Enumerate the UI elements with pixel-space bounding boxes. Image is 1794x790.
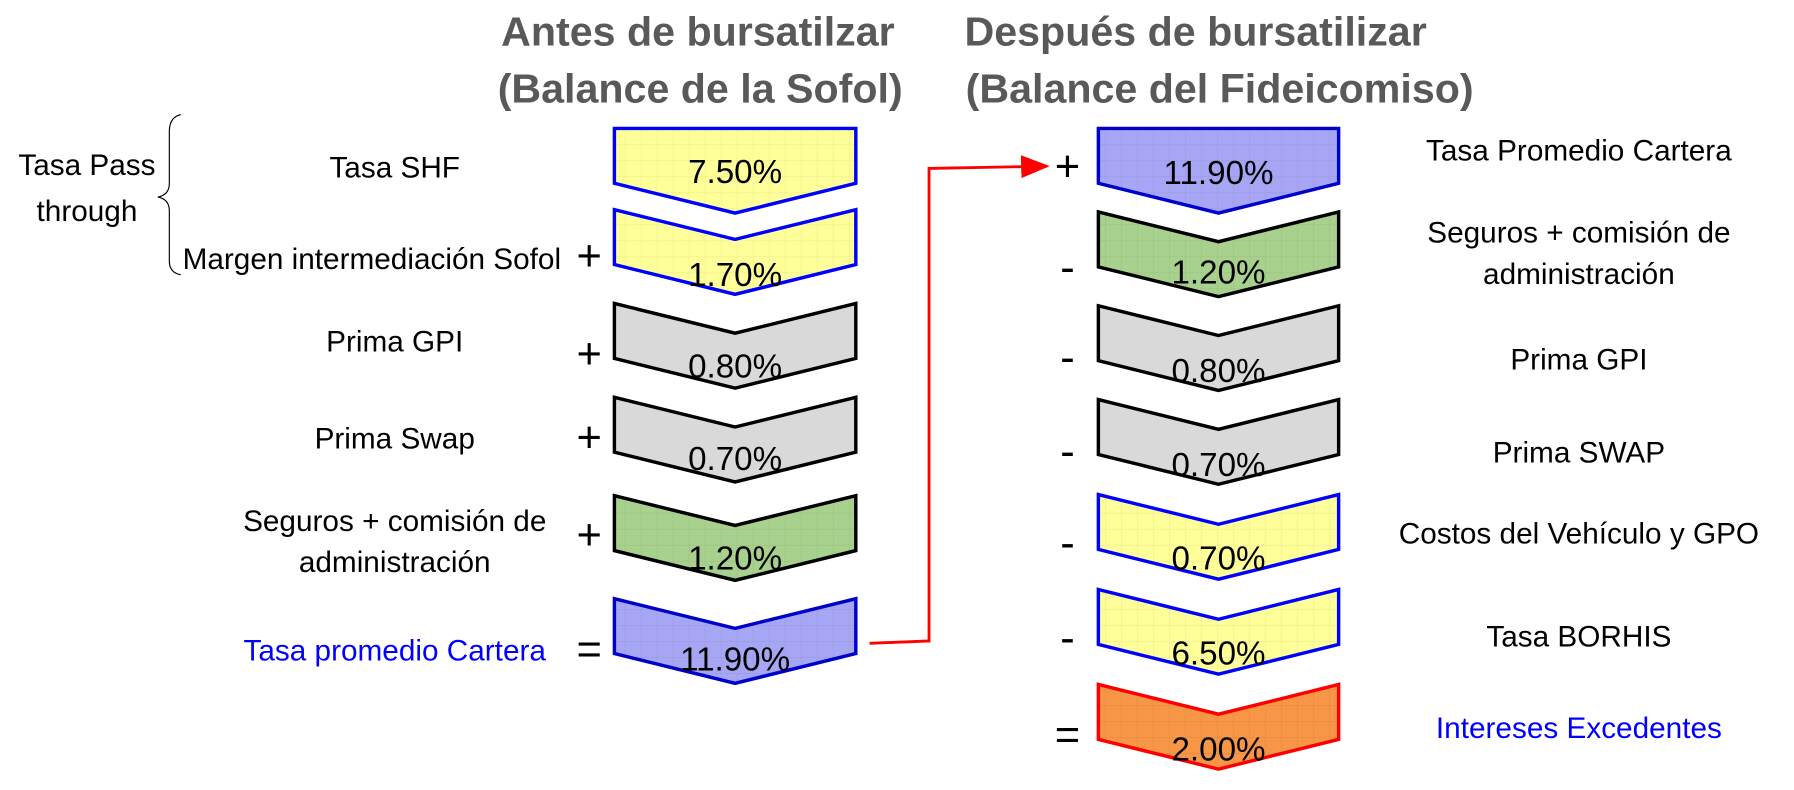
- row-label: Tasa SHF: [329, 151, 460, 184]
- value: 0.70%: [688, 441, 782, 478]
- operator: +: [577, 512, 602, 560]
- arrow: [869, 155, 1050, 645]
- row-label: Prima SWAP: [1493, 436, 1665, 469]
- value: 6.50%: [1171, 636, 1265, 673]
- left-title: Antes de bursatilzar: [501, 8, 895, 54]
- value: 1.70%: [688, 257, 782, 294]
- right-title: Después de bursatilizar: [965, 8, 1427, 54]
- chevron: [1096, 303, 1341, 393]
- chevron-texture: [614, 495, 856, 581]
- row-label: Tasa BORHIS: [1486, 621, 1671, 654]
- operator: -: [1060, 614, 1074, 662]
- row-label: Prima GPI: [326, 325, 463, 358]
- operator: -: [1060, 428, 1074, 476]
- row-label: Seguros + comisión de: [1427, 217, 1730, 250]
- row-label: administración: [299, 546, 491, 579]
- row-label: Prima Swap: [315, 423, 475, 456]
- chevron: [612, 395, 858, 484]
- chevron: [612, 301, 858, 390]
- operator: +: [577, 414, 602, 462]
- chevron: [1096, 397, 1341, 487]
- left-title: (Balance de la Sofol): [498, 66, 903, 112]
- value: 0.80%: [688, 348, 782, 385]
- value: 0.70%: [1171, 447, 1265, 484]
- value: 2.00%: [1171, 732, 1265, 769]
- operator: +: [577, 232, 602, 280]
- value: 7.50%: [688, 154, 782, 191]
- chevron-texture: [1098, 494, 1339, 580]
- row-label: Prima GPI: [1510, 344, 1647, 377]
- right-title: (Balance del Fideicomiso): [966, 66, 1474, 112]
- chevron-texture: [614, 598, 856, 684]
- row-label: Margen intermediación Sofol: [183, 243, 562, 276]
- value: 11.90%: [1164, 155, 1274, 192]
- operator: -: [1060, 244, 1074, 292]
- chevron-texture: [1098, 589, 1339, 675]
- operator: -: [1060, 334, 1074, 382]
- chevron-texture: [614, 209, 856, 295]
- value: 0.80%: [1171, 353, 1265, 390]
- row-label: Tasa promedio Cartera: [243, 634, 546, 667]
- brace-label: Tasa Pass: [18, 149, 155, 182]
- operator: +: [1055, 143, 1080, 191]
- row-label: Seguros + comisión de: [243, 505, 546, 538]
- row-label: Tasa Promedio Cartera: [1426, 134, 1732, 167]
- chevron-texture: [1098, 684, 1339, 770]
- operator: -: [1060, 520, 1074, 568]
- chevron-texture: [1098, 128, 1339, 214]
- chevron-texture: [614, 128, 856, 214]
- row-label: administración: [1483, 258, 1675, 291]
- brace-label: through: [37, 195, 138, 228]
- value: 1.20%: [688, 541, 782, 578]
- value: 11.90%: [680, 641, 790, 678]
- operator: +: [577, 331, 602, 379]
- row-label: Intereses Excedentes: [1436, 712, 1722, 745]
- chevron-texture: [1098, 211, 1339, 297]
- operator: =: [577, 626, 602, 674]
- row-label: Costos del Vehículo y GPO: [1399, 518, 1759, 551]
- value: 0.70%: [1171, 541, 1265, 578]
- value: 1.20%: [1171, 255, 1265, 292]
- brace: [157, 114, 181, 276]
- operator: =: [1055, 712, 1080, 760]
